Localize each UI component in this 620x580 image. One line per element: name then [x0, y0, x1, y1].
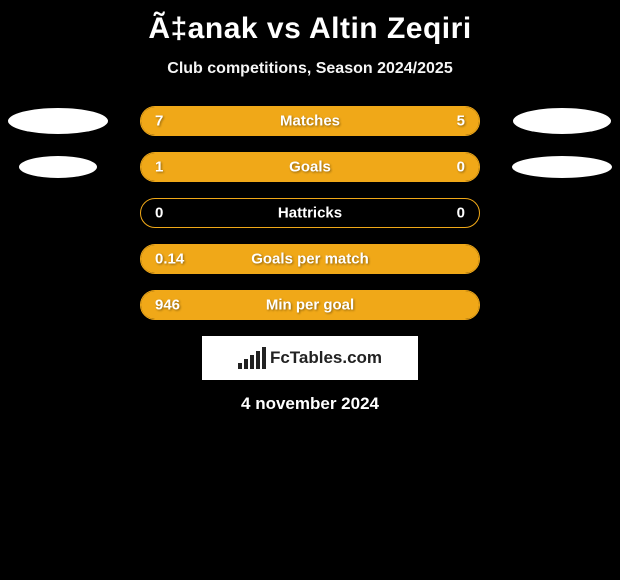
value-right: 0 — [457, 159, 465, 176]
page-title: Ã‡anak vs Altin Zeqiri — [0, 12, 620, 46]
brand-badge: FcTables.com — [202, 336, 418, 380]
stat-label: Min per goal — [266, 297, 354, 314]
left-indicator — [8, 106, 108, 136]
stat-label: Matches — [280, 113, 340, 130]
left-ellipse — [19, 156, 97, 178]
stat-row: 0 Hattricks 0 — [0, 198, 620, 228]
stat-row: 7 Matches 5 — [0, 106, 620, 136]
stat-bar: 0 Hattricks 0 — [140, 198, 480, 228]
stat-bar: 1 Goals 0 — [140, 152, 480, 182]
stat-label: Goals — [289, 159, 331, 176]
stat-label: Hattricks — [278, 205, 342, 222]
stat-bar: 946 Min per goal — [140, 290, 480, 320]
left-ellipse — [8, 108, 108, 134]
value-left: 1 — [155, 159, 163, 176]
value-left: 7 — [155, 113, 163, 130]
stat-rows: 7 Matches 5 1 Goals 0 0 Hattricks 0 0.14 Goals per… — [0, 106, 620, 320]
stat-label: Goals per match — [251, 251, 369, 268]
right-ellipse — [513, 108, 611, 134]
right-indicator — [512, 152, 612, 182]
date-label: 4 november 2024 — [0, 394, 620, 414]
stat-row: 946 Min per goal — [0, 290, 620, 320]
fill-left — [141, 153, 401, 181]
stat-bar: 7 Matches 5 — [140, 106, 480, 136]
stat-row: 0.14 Goals per match — [0, 244, 620, 274]
stat-bar: 0.14 Goals per match — [140, 244, 480, 274]
value-right: 5 — [457, 113, 465, 130]
bar-chart-icon — [238, 347, 266, 369]
right-ellipse — [512, 156, 612, 178]
right-indicator — [512, 106, 612, 136]
left-indicator — [8, 152, 108, 182]
fill-right — [401, 153, 479, 181]
value-left: 946 — [155, 297, 180, 314]
value-left: 0.14 — [155, 251, 184, 268]
subtitle: Club competitions, Season 2024/2025 — [0, 60, 620, 78]
value-left: 0 — [155, 205, 163, 222]
value-right: 0 — [457, 205, 465, 222]
stat-row: 1 Goals 0 — [0, 152, 620, 182]
comparison-widget: Ã‡anak vs Altin Zeqiri Club competitions… — [0, 0, 620, 414]
brand-text: FcTables.com — [270, 348, 382, 368]
